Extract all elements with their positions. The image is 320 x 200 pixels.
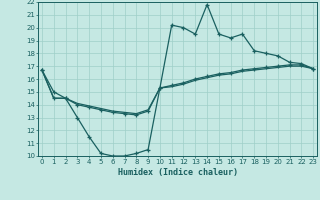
- X-axis label: Humidex (Indice chaleur): Humidex (Indice chaleur): [118, 168, 238, 177]
